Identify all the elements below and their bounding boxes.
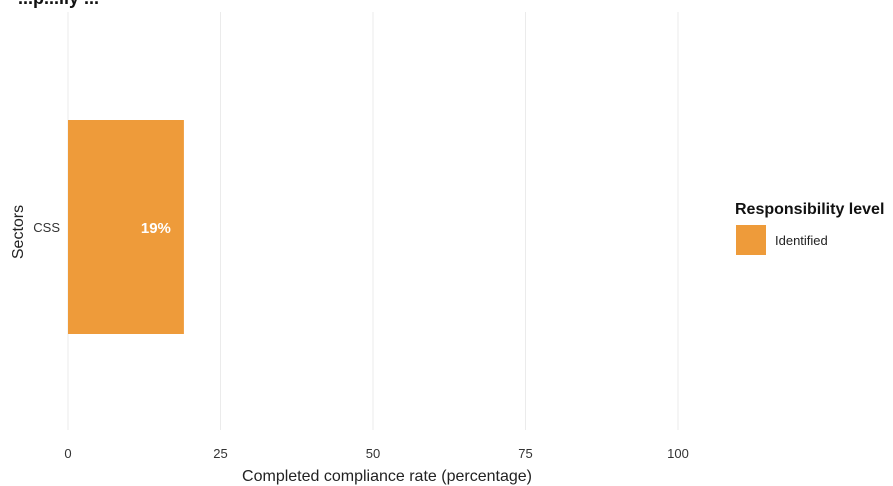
x-tick-label-0: 0	[64, 446, 71, 461]
x-tick-label-25: 25	[213, 446, 227, 461]
data-label-css: 19%	[141, 220, 171, 237]
bar-css-identified	[68, 120, 184, 334]
x-tick-label-50: 50	[366, 446, 380, 461]
x-tick-label-75: 75	[518, 446, 532, 461]
legend: Responsibility level Identified	[735, 201, 884, 255]
chart-title-layer: ...p...ily ...	[18, 0, 99, 8]
x-axis-title: Completed compliance rate (percentage)	[242, 468, 532, 485]
legend-swatch-identified	[736, 225, 766, 255]
y-tick-label-css: CSS	[33, 220, 60, 235]
axis-layer: Completed compliance rate (percentage) S…	[10, 205, 689, 485]
chart-title: ...p...ily ...	[18, 0, 99, 8]
grid-layer	[67, 12, 679, 430]
bar-layer: 19%	[68, 120, 184, 334]
legend-label-identified: Identified	[775, 233, 828, 248]
x-tick-label-100: 100	[667, 446, 689, 461]
legend-title: Responsibility level	[735, 201, 884, 218]
y-axis-title: Sectors	[10, 205, 27, 259]
